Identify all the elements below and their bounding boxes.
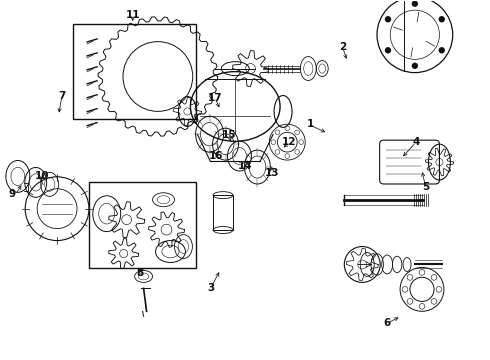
Text: 13: 13	[265, 168, 279, 178]
Text: 5: 5	[422, 182, 429, 192]
Bar	[73, 24, 196, 119]
Text: 16: 16	[208, 150, 223, 161]
Text: 12: 12	[282, 138, 296, 147]
Text: 3: 3	[207, 283, 215, 293]
Text: 8: 8	[136, 268, 144, 278]
Circle shape	[413, 1, 417, 6]
Text: 9: 9	[8, 189, 15, 199]
Bar	[213, 195, 233, 230]
Text: 11: 11	[125, 10, 140, 20]
Circle shape	[386, 48, 391, 53]
Circle shape	[439, 48, 444, 53]
Text: 2: 2	[339, 42, 346, 52]
Text: 15: 15	[222, 130, 237, 140]
Circle shape	[413, 63, 417, 68]
Text: 7: 7	[58, 91, 66, 101]
Text: 1: 1	[307, 120, 315, 129]
Text: 6: 6	[383, 319, 390, 328]
Text: 17: 17	[207, 93, 222, 103]
Bar	[89, 182, 196, 268]
Text: 14: 14	[238, 161, 252, 171]
Text: 4: 4	[412, 138, 419, 147]
Text: 10: 10	[35, 171, 49, 181]
Circle shape	[439, 17, 444, 22]
Circle shape	[386, 17, 391, 22]
